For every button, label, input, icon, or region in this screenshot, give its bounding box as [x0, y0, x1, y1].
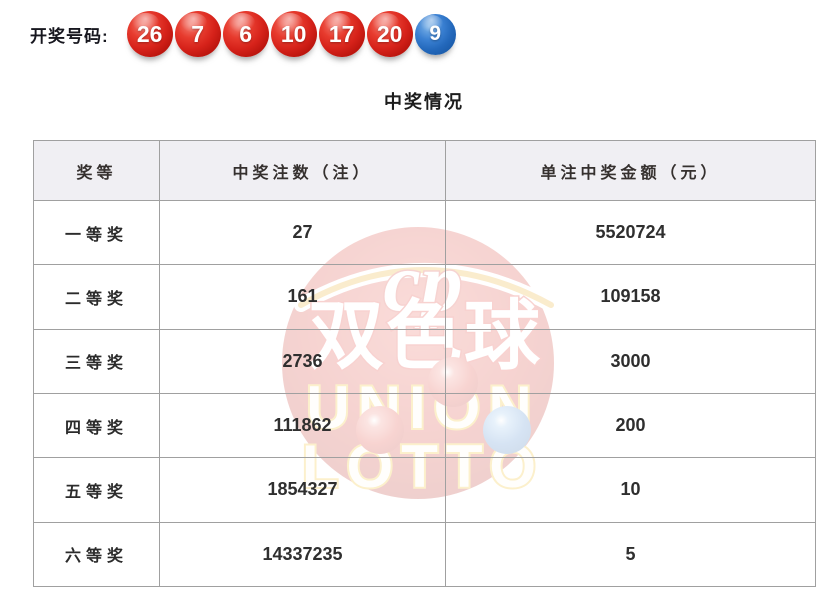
prize-level: 六等奖	[33, 521, 160, 588]
ball-list: 26 7 6 10 17 20 9	[126, 11, 456, 57]
table-row-second-prize: 二等奖 161 109158	[33, 264, 816, 330]
prize-amount: 5	[445, 521, 816, 588]
prize-table: 奖等 中奖注数（注） 单注中奖金额（元） 一等奖 27 5520724 二等奖 …	[33, 140, 816, 588]
table-row-fourth-prize: 四等奖 111862 200	[33, 392, 816, 459]
red-ball-4: 10	[270, 11, 317, 57]
prize-level: 二等奖	[33, 264, 160, 330]
ball-number: 17	[328, 20, 355, 47]
winning-bets: 14337235	[159, 521, 446, 588]
winning-bets: 111862	[159, 392, 446, 459]
red-ball-2: 7	[174, 11, 221, 57]
prize-level: 四等奖	[33, 392, 160, 459]
table-row-fifth-prize: 五等奖 1854327 10	[33, 457, 816, 523]
prize-amount: 3000	[445, 328, 816, 394]
prize-level: 三等奖	[33, 328, 160, 394]
ball-number: 6	[239, 20, 253, 47]
table-row-first-prize: 一等奖 27 5520724	[33, 199, 816, 266]
prize-amount: 109158	[445, 264, 816, 330]
red-ball-1: 26	[126, 11, 173, 57]
winning-bets: 161	[159, 264, 446, 330]
section-title: 中奖情况	[384, 92, 464, 112]
prize-amount: 5520724	[445, 199, 816, 266]
prize-level: 一等奖	[33, 199, 160, 266]
ball-number: 7	[191, 20, 205, 47]
prize-table-header-row: 奖等 中奖注数（注） 单注中奖金额（元）	[33, 140, 816, 201]
header-winning-bets: 中奖注数（注）	[159, 140, 446, 201]
red-ball-3: 6	[222, 11, 269, 57]
prize-level: 五等奖	[33, 457, 160, 523]
winning-bets: 1854327	[159, 457, 446, 523]
table-row-third-prize: 三等奖 2736 3000	[33, 328, 816, 394]
winning-bets: 2736	[159, 328, 446, 394]
ball-number: 26	[136, 20, 163, 47]
red-ball-5: 17	[318, 11, 365, 57]
draw-numbers-row: 开奖号码: 26 7 6 10 17 20 9	[30, 8, 456, 60]
header-prize-level: 奖等	[33, 140, 160, 201]
header-prize-amount: 单注中奖金额（元）	[445, 140, 816, 201]
blue-ball: 9	[414, 13, 456, 55]
red-ball-6: 20	[366, 11, 413, 57]
ball-number: 10	[280, 20, 307, 47]
prize-table-section: cp 双色球 UNION LOTTO 奖等 中奖注数（注） 单注中奖金额（元） …	[33, 140, 816, 588]
ball-number: 20	[376, 20, 403, 47]
prize-amount: 10	[445, 457, 816, 523]
winning-bets: 27	[159, 199, 446, 266]
table-row-sixth-prize: 六等奖 14337235 5	[33, 521, 816, 588]
prize-amount: 200	[445, 392, 816, 459]
ball-number: 9	[429, 22, 442, 45]
draw-numbers-label: 开奖号码:	[30, 26, 109, 46]
